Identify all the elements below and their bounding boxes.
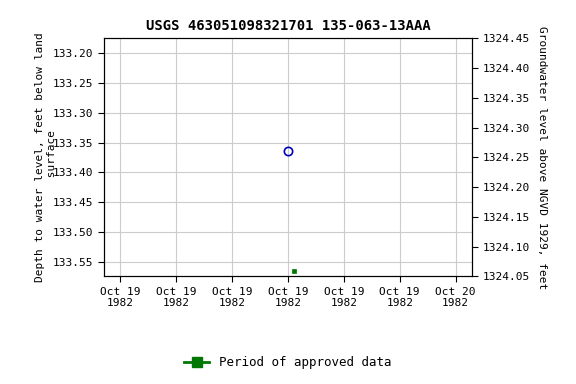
Y-axis label: Groundwater level above NGVD 1929, feet: Groundwater level above NGVD 1929, feet xyxy=(537,26,547,289)
Legend: Period of approved data: Period of approved data xyxy=(179,351,397,374)
Y-axis label: Depth to water level, feet below land
 surface: Depth to water level, feet below land su… xyxy=(35,33,56,282)
Title: USGS 463051098321701 135-063-13AAA: USGS 463051098321701 135-063-13AAA xyxy=(146,19,430,33)
